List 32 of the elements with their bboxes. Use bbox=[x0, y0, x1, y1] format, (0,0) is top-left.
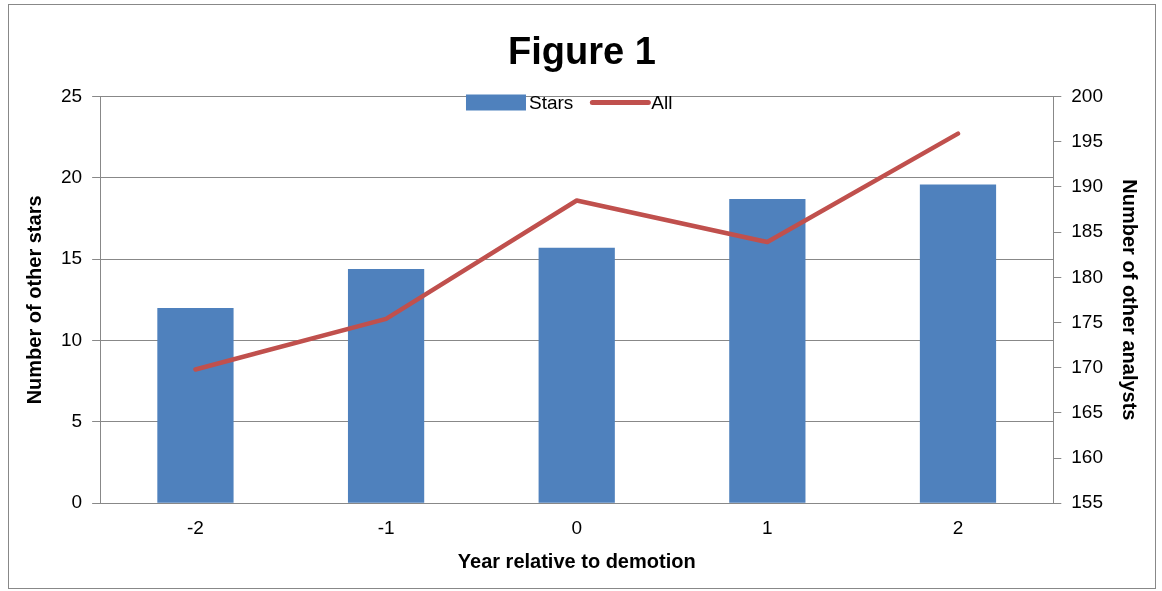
y-tick-label: 5 bbox=[71, 410, 83, 432]
bar bbox=[347, 269, 425, 503]
y2-tick-label: 155 bbox=[1071, 491, 1103, 513]
y2-tick-label: 190 bbox=[1071, 175, 1103, 197]
bar bbox=[919, 184, 997, 503]
y2-tick-label: 160 bbox=[1071, 446, 1103, 468]
x-tick-label: 1 bbox=[762, 516, 773, 538]
y2-tick-label: 185 bbox=[1071, 220, 1103, 242]
legend-label: All bbox=[651, 91, 673, 113]
x-tick-label: -1 bbox=[377, 516, 395, 538]
y-tick-label: 0 bbox=[71, 491, 83, 513]
bar bbox=[157, 308, 234, 503]
x-tick-label: 0 bbox=[571, 516, 583, 538]
y2-tick-label: 165 bbox=[1071, 401, 1103, 423]
y2-tick-label: 195 bbox=[1071, 130, 1103, 152]
y-axis-title: Number of other stars bbox=[22, 195, 45, 405]
y2-tick-label: 170 bbox=[1071, 355, 1103, 377]
x-tick-label: -2 bbox=[187, 516, 204, 538]
y-tick-label: 20 bbox=[60, 166, 83, 188]
legend-label: Stars bbox=[528, 91, 574, 113]
y2-tick-label: 200 bbox=[1071, 84, 1103, 106]
bar bbox=[729, 199, 806, 503]
y-tick-label: 25 bbox=[60, 84, 83, 106]
y2-tick-label: 180 bbox=[1071, 265, 1103, 287]
y2-axis-title: Number of other analysts bbox=[1119, 179, 1142, 421]
x-tick-label: 2 bbox=[952, 516, 964, 538]
bar bbox=[538, 247, 615, 503]
x-axis-title: Year relative to demotion bbox=[457, 549, 696, 572]
y-tick-label: 10 bbox=[60, 328, 83, 350]
y2-tick-label: 175 bbox=[1071, 310, 1103, 332]
chart-title: Figure 1 bbox=[508, 30, 656, 73]
y-tick-label: 15 bbox=[60, 247, 83, 269]
